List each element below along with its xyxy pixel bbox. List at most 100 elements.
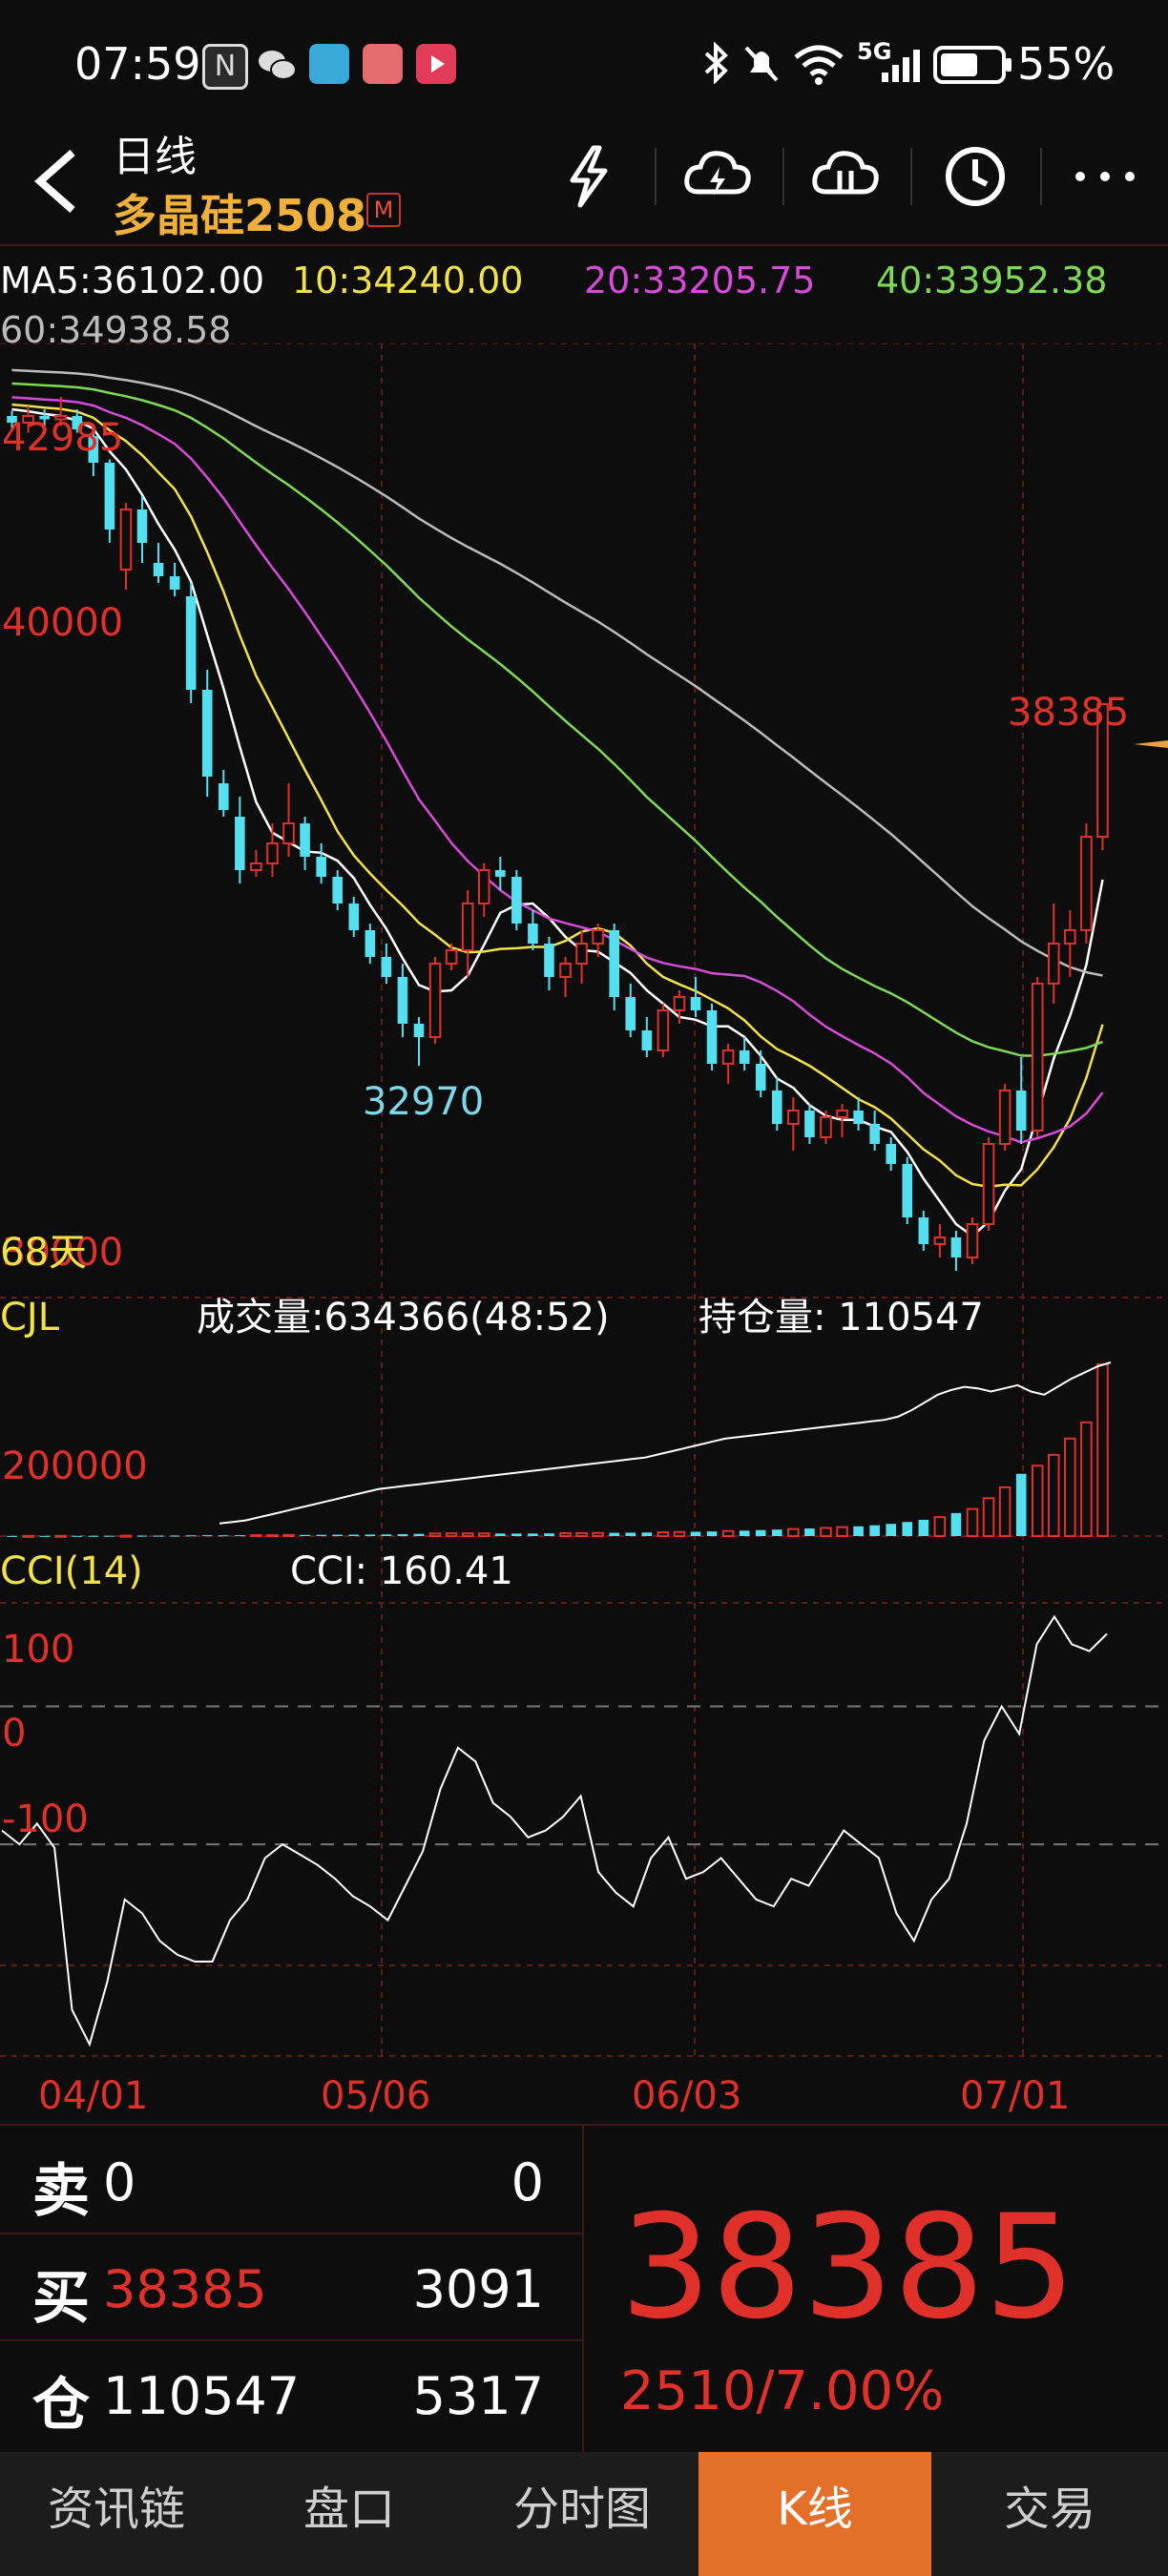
candle-body <box>673 996 686 1011</box>
sell-label: 卖 <box>32 2158 90 2225</box>
volume-text: 成交量:634366(48:52) <box>197 1296 610 1340</box>
signal-icon <box>880 46 922 88</box>
volume-bar <box>348 1534 360 1536</box>
candle-body <box>153 563 164 576</box>
candle-body <box>706 1010 718 1064</box>
tab-kline[interactable]: K线 <box>699 2452 931 2576</box>
volume-bar <box>1080 1421 1093 1538</box>
main-contract-badge: M <box>366 193 401 227</box>
volume-bar <box>477 1532 490 1537</box>
volume-bar <box>982 1497 995 1537</box>
ma40-value: 40:33952.38 <box>876 260 1108 301</box>
lightning-icon[interactable] <box>552 138 628 215</box>
app-icon-blue <box>309 44 349 84</box>
volume-bar <box>739 1530 750 1536</box>
candle-body <box>836 1110 848 1118</box>
volume-bar <box>1096 1363 1109 1537</box>
candle-body <box>755 1064 766 1091</box>
date-axis: 04/01 05/06 06/03 07/01 <box>0 2068 1168 2124</box>
kline-chart[interactable]: 42985 40000 30000 68天 32970 38385 CJL 成交… <box>0 343 1168 2061</box>
candle-body <box>316 857 326 877</box>
volume-bar <box>528 1533 538 1536</box>
oi-row: 仓 110547 5317 <box>0 2339 582 2446</box>
volume-bar <box>88 1535 99 1537</box>
candle-body <box>1096 703 1109 838</box>
volume-bar <box>544 1533 554 1536</box>
candle-body <box>804 1111 815 1137</box>
volume-bar <box>300 1534 310 1536</box>
candle-body <box>982 1143 995 1225</box>
candle-body <box>235 817 245 870</box>
volume-bar <box>250 1534 262 1538</box>
oi-value: 110547 <box>103 2366 301 2426</box>
volume-bar <box>136 1535 148 1537</box>
candle-body <box>365 930 376 957</box>
price-change: 2510/7.00% <box>620 2360 945 2422</box>
last-price: 38385 <box>620 2185 1076 2351</box>
volume-bar <box>365 1534 376 1536</box>
candle-body <box>477 869 490 904</box>
ma5-value: MA5:36102.00 <box>0 260 265 301</box>
tab-order-book[interactable]: 盘口 <box>302 2483 395 2536</box>
volume-bar <box>511 1533 522 1536</box>
volume-bar <box>266 1533 279 1538</box>
date-axis-label: 05/06 <box>321 2074 431 2118</box>
candle-body <box>88 436 99 463</box>
candle-body <box>772 1091 782 1124</box>
app-icon-red <box>363 44 403 84</box>
ma60-line <box>11 368 1103 977</box>
cci-line <box>1 1614 1108 2047</box>
more-icon[interactable] <box>1067 138 1143 215</box>
volume-bar <box>54 1534 67 1538</box>
tab-intraday[interactable]: 分时图 <box>512 2483 651 2536</box>
candle-body <box>1048 943 1060 985</box>
volume-bar <box>1064 1437 1076 1537</box>
candle-body <box>721 1049 735 1065</box>
volume-bar <box>282 1533 295 1537</box>
cloud-flash-icon[interactable] <box>679 138 756 215</box>
cci-level-0: 0 <box>2 1712 26 1755</box>
instrument-name[interactable]: 多晶硅2508 <box>113 190 367 241</box>
candle-body <box>609 930 619 997</box>
volume-bar <box>1015 1473 1027 1536</box>
sell-row[interactable]: 卖 0 0 <box>0 2126 582 2234</box>
cci-level-100: 100 <box>2 1628 74 1672</box>
candle-body <box>820 1116 832 1138</box>
clock: 07:59 <box>74 38 201 90</box>
mute-bell-icon <box>740 42 782 88</box>
buy-label: 买 <box>32 2265 90 2332</box>
candle-body <box>511 877 522 924</box>
volume-bar <box>559 1532 572 1537</box>
volume-bar <box>755 1529 766 1536</box>
candle-body <box>381 957 392 977</box>
date-axis-label: 04/01 <box>38 2074 149 2118</box>
high-price-label: 42985 <box>2 416 123 460</box>
candle-body <box>902 1164 913 1217</box>
tab-news-chain[interactable]: 资讯链 <box>47 2483 185 2536</box>
ma10-line <box>11 403 1104 1189</box>
cloud-sync-icon[interactable] <box>807 138 884 215</box>
current-price-marker <box>1134 740 1168 748</box>
candle-body <box>119 509 133 571</box>
volume-bar <box>39 1535 50 1537</box>
candle-body <box>544 944 554 977</box>
clock-icon[interactable] <box>937 138 1013 215</box>
back-button[interactable] <box>27 143 84 219</box>
tab-trade[interactable]: 交易 <box>1003 2483 1095 2536</box>
candle-body <box>559 963 572 978</box>
candle-body <box>445 949 458 965</box>
candle-body <box>1080 836 1093 931</box>
buy-row[interactable]: 买 38385 3091 <box>0 2233 582 2341</box>
bottom-tab-bar <box>0 2452 1168 2576</box>
oi-label: 仓 <box>32 2372 90 2439</box>
level-30000-label: 30000 <box>2 1231 123 1275</box>
volume-bar <box>185 1535 197 1537</box>
volume-bar <box>235 1535 245 1537</box>
volume-bar <box>201 1535 213 1537</box>
volume-bar <box>836 1526 848 1538</box>
volume-bar <box>1048 1453 1060 1537</box>
candle-body <box>641 1030 653 1050</box>
volume-bar <box>657 1531 670 1538</box>
candle-body <box>22 415 34 424</box>
candle-body <box>428 963 442 1038</box>
